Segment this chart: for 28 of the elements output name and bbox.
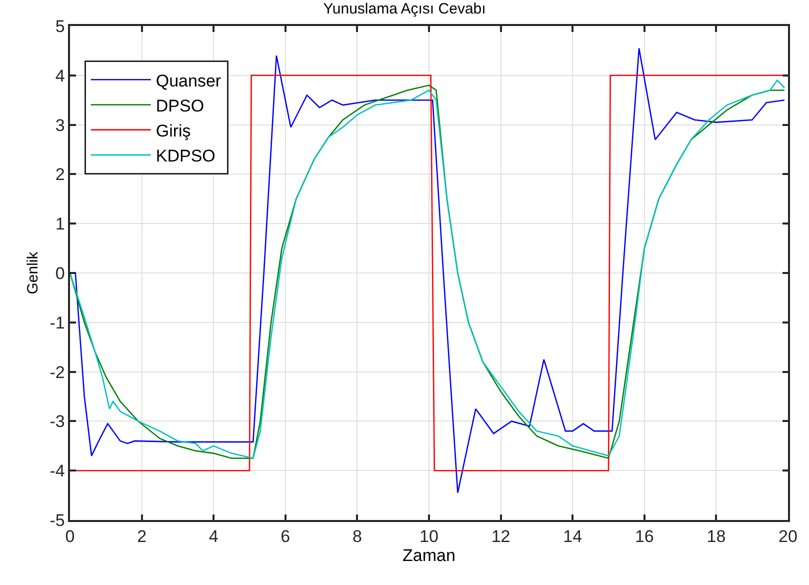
- legend-label: Quanser: [156, 71, 222, 90]
- y-axis-title: Genlik: [24, 251, 42, 294]
- y-tick-label: 1: [55, 214, 65, 234]
- y-tick-label: 4: [55, 66, 65, 86]
- x-tick-label: 4: [208, 527, 218, 546]
- chart-title: Yunuslama Açısı Cevabı: [323, 0, 486, 18]
- legend-label: DPSO: [156, 96, 204, 116]
- x-tick-label: 12: [491, 527, 510, 546]
- x-tick-label: 2: [137, 527, 147, 546]
- y-tick-label: -3: [50, 412, 65, 432]
- y-tick-label: 3: [55, 116, 65, 135]
- y-tick-label: 5: [55, 16, 65, 36]
- x-tick-label: 6: [280, 527, 290, 546]
- y-tick-label: 0: [55, 264, 65, 283]
- y-tick-label: -1: [50, 313, 65, 332]
- x-tick-label: 10: [420, 527, 438, 546]
- x-tick-label: 20: [778, 527, 798, 546]
- x-tick-label: 14: [563, 527, 582, 546]
- y-tick-label: 2: [55, 165, 65, 184]
- y-tick-label: -2: [50, 362, 65, 382]
- legend-label: KDPSO: [156, 146, 216, 166]
- x-axis-title: Zaman: [402, 546, 456, 566]
- x-tick-label: 8: [352, 527, 362, 546]
- y-tick-label: -4: [50, 462, 65, 481]
- legend-label: Giriş: [156, 121, 191, 140]
- y-tick-label: -5: [50, 510, 65, 530]
- x-tick-label: 18: [706, 527, 726, 546]
- x-tick-label: 16: [634, 527, 654, 546]
